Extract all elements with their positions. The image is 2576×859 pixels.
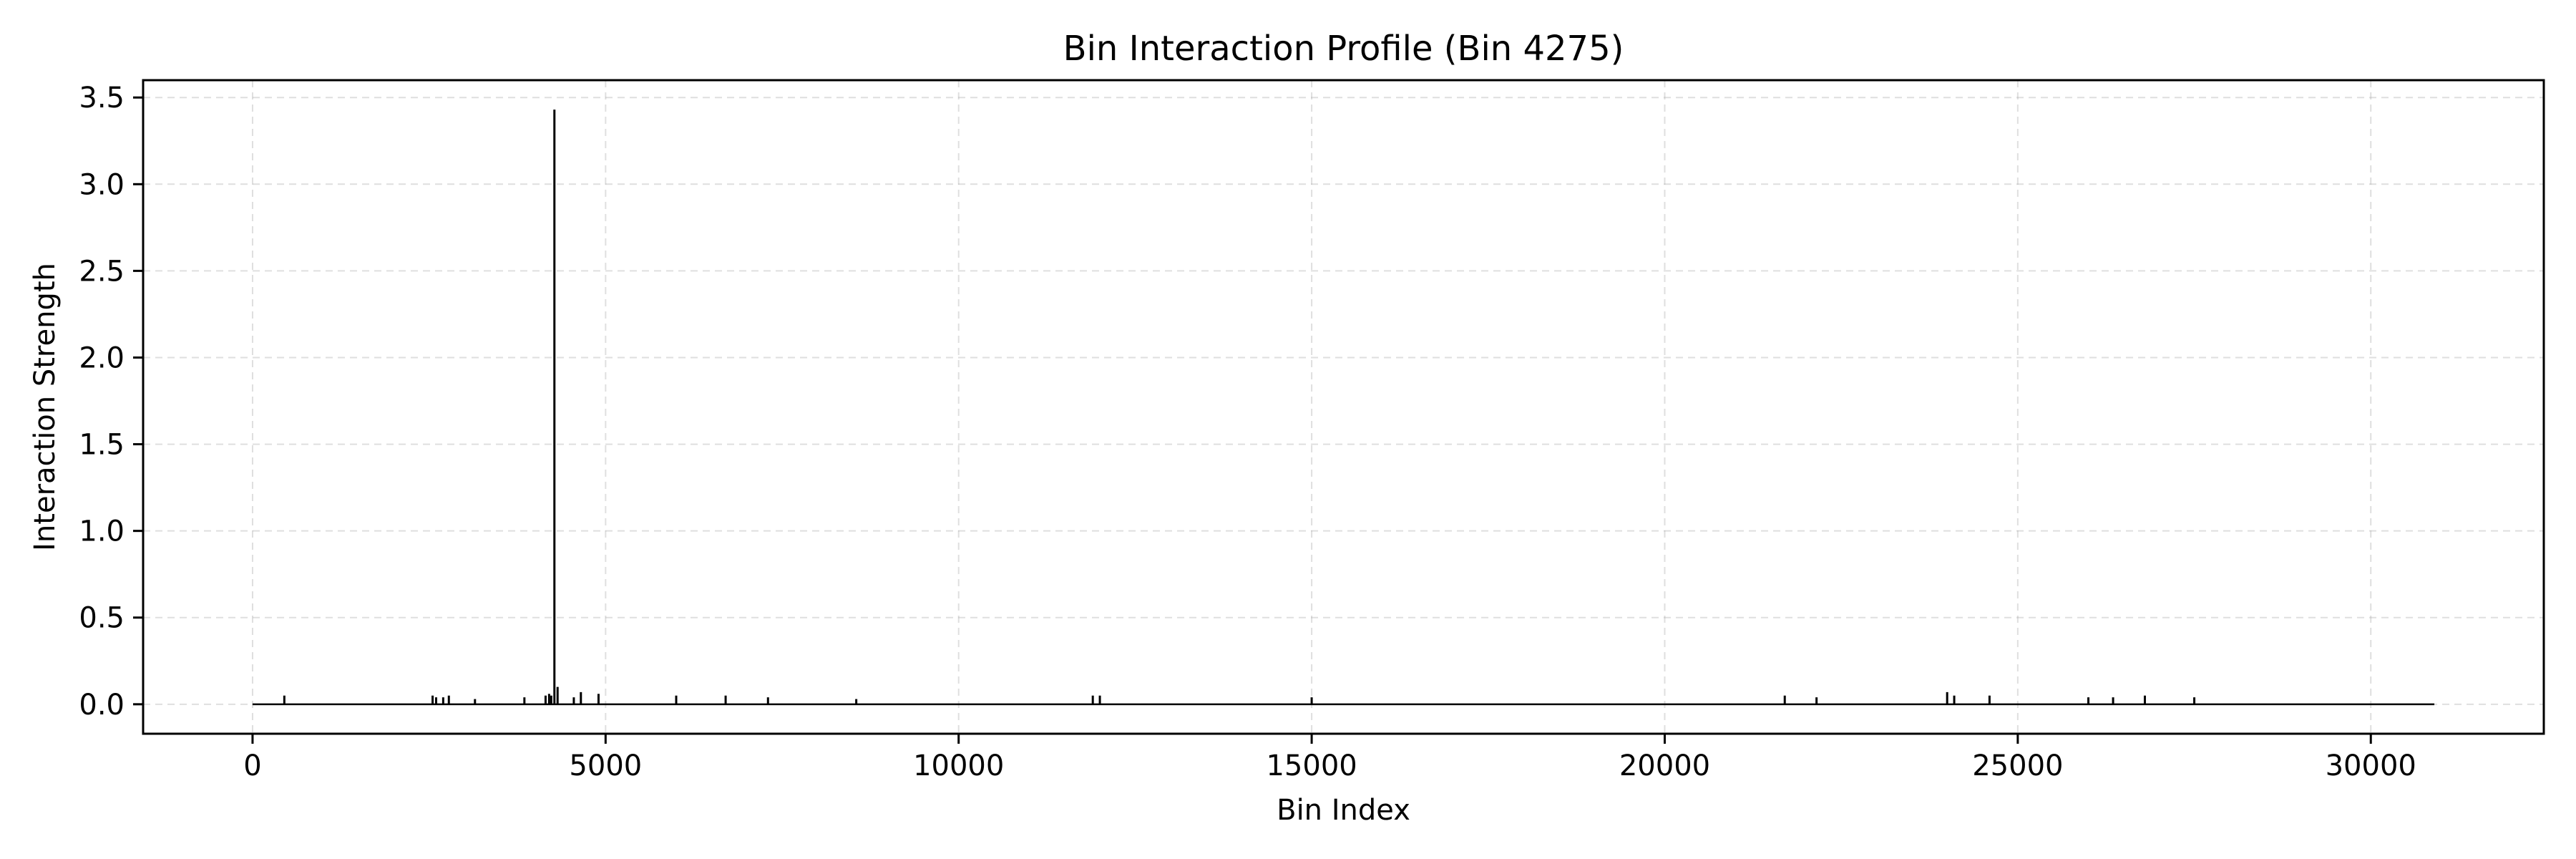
y-tick-label: 1.5: [79, 429, 125, 462]
plot-frame: [142, 79, 2545, 735]
y-axis-label: Interaction Strength: [29, 263, 62, 551]
y-tick-label: 2.5: [79, 255, 125, 288]
x-tick-label: 0: [243, 749, 261, 782]
plot-area: [252, 110, 2435, 706]
ticks: 0 5000 10000 15000 20000 25000 30000 0.0 0.5 1.0 1…: [79, 82, 2416, 782]
x-axis-label: Bin Index: [1277, 794, 1410, 827]
x-tick-label: 5000: [569, 749, 642, 782]
chart-title: Bin Interaction Profile (Bin 4275): [1063, 29, 1624, 69]
y-tick-label: 0.5: [79, 602, 125, 635]
y-tick-label: 0.0: [79, 689, 125, 722]
y-tick-label: 3.0: [79, 168, 125, 201]
y-tick-label: 1.0: [79, 515, 125, 548]
y-tick-label: 3.5: [79, 82, 125, 115]
x-tick-label: 25000: [1972, 749, 2063, 782]
y-tick-label: 2.0: [79, 341, 125, 374]
x-tick-label: 10000: [913, 749, 1004, 782]
x-tick-label: 15000: [1266, 749, 1357, 782]
x-tick-label: 20000: [1619, 749, 1710, 782]
x-tick-label: 30000: [2326, 749, 2416, 782]
